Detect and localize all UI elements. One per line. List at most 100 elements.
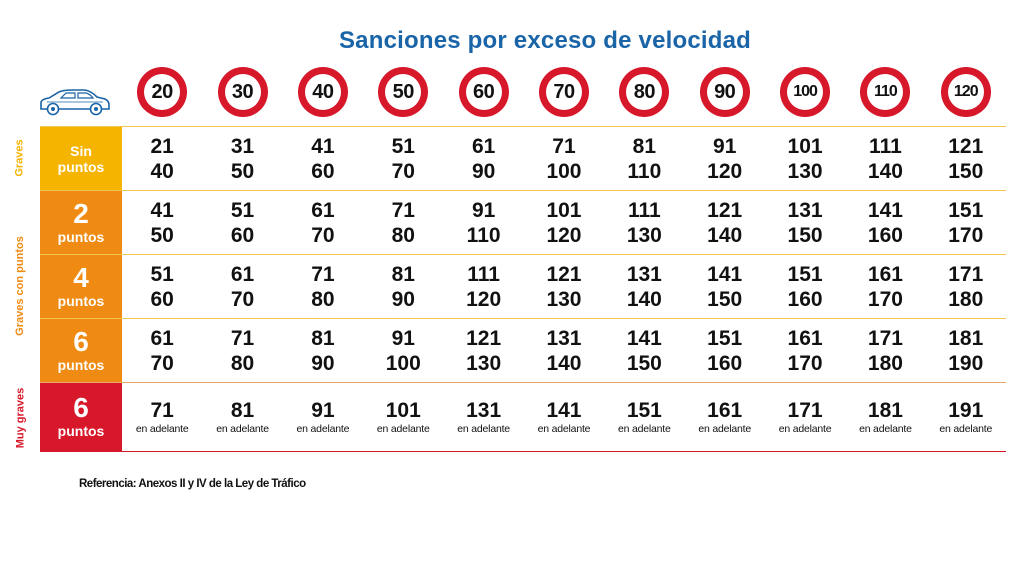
speed-from: 101	[385, 399, 421, 422]
speed-range-cell: 21 40	[122, 127, 202, 190]
speed-range-cell: 91 120	[685, 127, 765, 190]
speed-from: 91	[713, 134, 737, 158]
speed-suffix: en adelante	[778, 423, 832, 435]
speed-limit-value: 110	[867, 74, 904, 110]
table-row: 2 puntos 41 50 51 60 61 70 71 80 91 110 101 120 111 130…	[40, 190, 1006, 254]
speed-range-cell: 81 90	[283, 319, 363, 382]
speed-to: 160	[867, 223, 903, 247]
speed-to: 110	[466, 223, 501, 247]
speed-to: 50	[150, 223, 174, 247]
speed-to: 150	[707, 287, 743, 311]
speed-from: 181	[948, 326, 984, 350]
speed-limit-value: 50	[385, 74, 422, 110]
speed-range-cell: 101 120	[524, 191, 604, 254]
speed-from: 121	[546, 262, 582, 286]
speed-to: 120	[707, 159, 743, 183]
speed-range-cell: 51 70	[363, 127, 443, 190]
speed-range-cell: 71 en adelante	[122, 383, 202, 451]
speed-from: 21	[150, 134, 174, 158]
speed-range-cell: 91 en adelante	[283, 383, 363, 451]
category-label-muy-graves: Muy graves	[14, 387, 26, 449]
speed-range-cell: 171 180	[926, 255, 1006, 318]
speed-from: 141	[707, 262, 743, 286]
speed-from: 71	[391, 198, 415, 222]
table-row: Sin puntos 21 40 31 50 41 60 51 70 61 90 71 100 81 110 9…	[40, 126, 1006, 190]
speed-range-cell: 171 180	[845, 319, 925, 382]
speed-range-cell: 31 50	[202, 127, 282, 190]
speed-range-cell: 41 60	[283, 127, 363, 190]
speed-from: 51	[391, 134, 415, 158]
speed-from: 91	[471, 198, 496, 222]
speed-range-cell: 61 70	[202, 255, 282, 318]
points-cell: Sin puntos	[40, 127, 122, 190]
speed-to: 70	[230, 287, 255, 311]
speed-to: 130	[546, 287, 582, 311]
speed-from: 181	[867, 399, 903, 422]
speed-from: 151	[626, 399, 662, 422]
speed-range-cell: 151 160	[685, 319, 765, 382]
points-cell: 4 puntos	[40, 255, 122, 318]
speed-from: 41	[311, 134, 335, 158]
speed-range-cell: 171 en adelante	[765, 383, 845, 451]
speed-from: 131	[546, 326, 582, 350]
speed-suffix: en adelante	[135, 423, 189, 435]
speed-to: 110	[627, 159, 662, 183]
speed-suffix: en adelante	[939, 423, 993, 435]
speed-from: 171	[787, 399, 823, 422]
speed-from: 81	[391, 262, 415, 286]
speed-from: 91	[391, 326, 415, 350]
speed-from: 71	[230, 326, 255, 350]
speed-suffix: en adelante	[537, 423, 591, 435]
points-number: 2	[73, 197, 89, 229]
speed-range-cell: 121 140	[685, 191, 765, 254]
speed-limit-sign: 80	[619, 67, 670, 117]
speed-limit-sign: 60	[458, 67, 509, 117]
speed-to: 130	[787, 159, 823, 183]
speed-range-cell: 101 130	[765, 127, 845, 190]
speed-suffix: en adelante	[376, 423, 430, 435]
speed-to: 90	[391, 287, 415, 311]
speed-to: 160	[707, 351, 743, 375]
speed-to: 70	[150, 351, 174, 375]
speed-to: 100	[546, 159, 582, 183]
speed-from: 101	[546, 198, 582, 222]
speed-limit-value: 120	[947, 74, 984, 110]
speed-to: 160	[787, 287, 823, 311]
speed-from: 161	[787, 326, 823, 350]
speed-from: 81	[230, 399, 255, 422]
speed-to: 120	[466, 287, 502, 311]
speed-range-cell: 131 140	[524, 319, 604, 382]
speed-range-cell: 141 160	[845, 191, 925, 254]
speed-range-cell: 131 150	[765, 191, 845, 254]
speed-from: 191	[948, 399, 984, 422]
speed-range-cell: 61 70	[122, 319, 202, 382]
category-label-graves: Graves	[14, 139, 26, 177]
speed-from: 151	[948, 198, 984, 222]
speed-range-cell: 71 80	[202, 319, 282, 382]
speed-from: 71	[552, 134, 576, 158]
speed-to: 150	[948, 159, 984, 183]
speed-suffix: en adelante	[216, 423, 269, 435]
speed-to: 150	[787, 223, 823, 247]
speed-range-cell: 91 110	[443, 191, 523, 254]
speed-from: 111	[627, 198, 661, 222]
speed-to: 130	[466, 351, 502, 375]
speed-from: 111	[467, 262, 500, 286]
speed-to: 80	[391, 223, 415, 247]
speed-range-cell: 71 80	[283, 255, 363, 318]
points-cell: 6 puntos	[40, 383, 122, 451]
speed-range-cell: 121 150	[926, 127, 1006, 190]
speed-from: 131	[626, 262, 662, 286]
speed-limit-sign: 100	[780, 67, 831, 117]
speed-limit-sign: 40	[297, 67, 348, 117]
speed-range-cell: 81 90	[363, 255, 443, 318]
speed-range-cell: 191 en adelante	[926, 383, 1006, 451]
speed-from: 61	[311, 198, 335, 222]
speed-limit-value: 40	[304, 74, 341, 110]
points-word: Sin	[70, 142, 92, 159]
speed-from: 151	[787, 262, 823, 286]
speed-range-cell: 141 150	[685, 255, 765, 318]
speed-range-cell: 161 en adelante	[685, 383, 765, 451]
points-number: 4	[73, 261, 89, 293]
speed-range-cell: 121 130	[443, 319, 523, 382]
